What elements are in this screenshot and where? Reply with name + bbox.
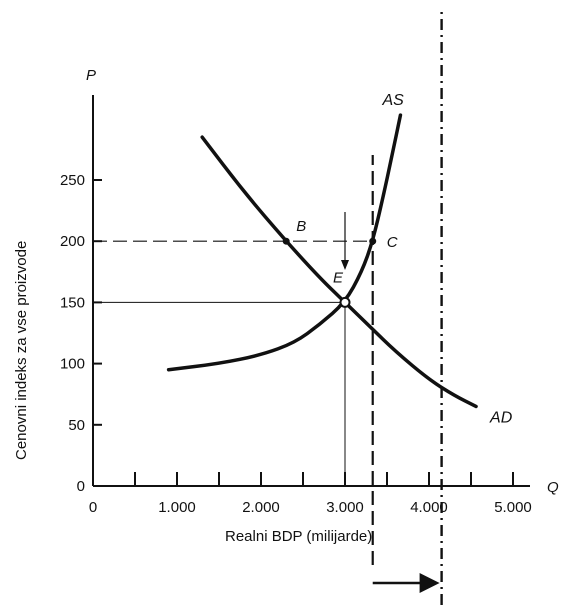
shift-arrow-head (419, 573, 440, 593)
x-axis-symbol: Q (547, 479, 559, 496)
x-tick-label: 1.000 (158, 499, 196, 516)
x-tick-label: 5.000 (494, 499, 532, 516)
x-tick-label: 0 (89, 499, 97, 516)
y-tick-label: 200 (60, 233, 85, 250)
equilibrium-point-e (339, 296, 351, 308)
x-tick-label: 3.000 (326, 499, 364, 516)
y-axis-label: Cenovni indeks za vse proizvode (13, 241, 30, 460)
point-label-e: E (333, 269, 344, 286)
curve-as (166, 113, 403, 372)
point-b (282, 237, 290, 245)
curve-label-ad: AD (489, 409, 513, 426)
y-tick-label: 0 (77, 478, 85, 495)
x-tick-label: 4.000 (410, 499, 448, 516)
down-arrow-head (341, 260, 349, 270)
x-axis-label: Realni BDP (milijarde) (225, 528, 372, 545)
x-tick-label: 2.000 (242, 499, 280, 516)
y-tick-label: 50 (68, 417, 85, 434)
y-tick-label: 150 (60, 294, 85, 311)
y-axis-symbol: P (86, 67, 96, 84)
y-tick-label: 100 (60, 356, 85, 373)
point-label-c: C (387, 234, 398, 251)
curve-label-as: AS (381, 92, 404, 109)
y-tick-label: 250 (60, 172, 85, 189)
point-label-b: B (296, 218, 306, 235)
point-c (369, 237, 377, 245)
